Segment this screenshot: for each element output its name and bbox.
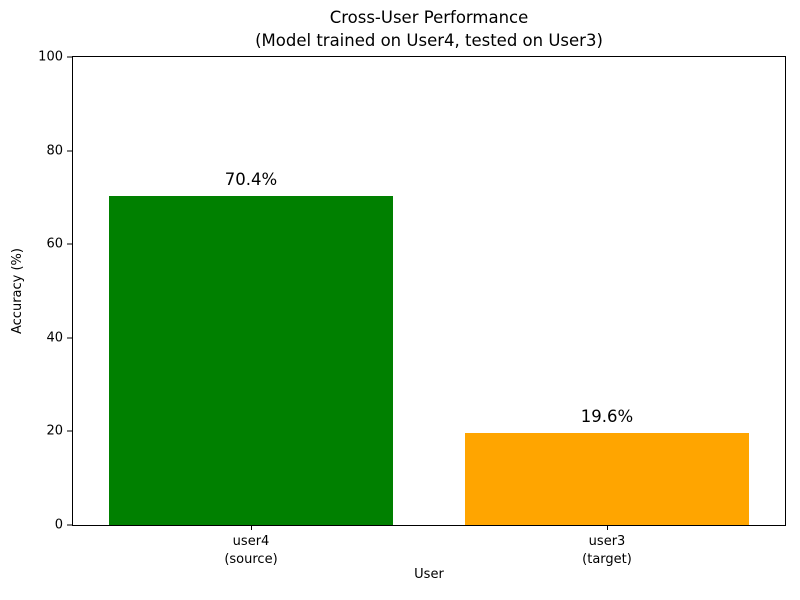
y-tick-mark bbox=[67, 524, 72, 526]
x-tick-label-line2: (source) bbox=[224, 551, 278, 567]
x-tick-label-line2: (target) bbox=[582, 551, 632, 567]
y-tick-mark bbox=[67, 243, 72, 245]
y-tick-mark bbox=[67, 150, 72, 152]
x-axis-label: User bbox=[414, 567, 444, 582]
chart-title-line1: Cross-User Performance bbox=[329, 8, 529, 27]
chart-title: Cross-User Performance (Model trained on… bbox=[72, 7, 786, 53]
y-tick-label: 60 bbox=[46, 236, 63, 252]
y-tick-label: 0 bbox=[54, 517, 63, 533]
bar-user3-target: 19.6% bbox=[464, 407, 750, 525]
bar-value-label-user3: 19.6% bbox=[580, 407, 634, 427]
x-tick-label-user4: user4 (source) bbox=[224, 533, 277, 568]
bar-value-label-user4: 70.4% bbox=[224, 169, 278, 189]
y-tick-label: 100 bbox=[38, 49, 63, 65]
y-tick-label: 80 bbox=[46, 143, 63, 159]
y-tick-mark bbox=[67, 56, 72, 58]
x-tick-label-line1: user4 bbox=[232, 534, 270, 549]
bar-slot-user4: 70.4% bbox=[73, 57, 429, 525]
bar-slot-user3: 19.6% bbox=[429, 57, 785, 525]
chart-title-line2: (Model trained on User4, tested on User3… bbox=[255, 30, 603, 50]
x-tick-mark bbox=[250, 525, 252, 530]
x-tick-label-user3: user3 (target) bbox=[582, 533, 632, 568]
y-tick-label: 40 bbox=[46, 330, 63, 346]
x-tick-mark bbox=[606, 525, 608, 530]
bar-user4-source: 70.4% bbox=[108, 170, 394, 525]
y-tick-mark bbox=[67, 430, 72, 432]
plot-area: 100 80 60 40 20 0 70.4% bbox=[38, 50, 786, 567]
y-tick-mark bbox=[67, 337, 72, 339]
x-tick-label-line1: user3 bbox=[588, 534, 626, 549]
y-tick-label: 20 bbox=[46, 423, 63, 439]
y-axis-label: Accuracy (%) bbox=[10, 248, 25, 334]
